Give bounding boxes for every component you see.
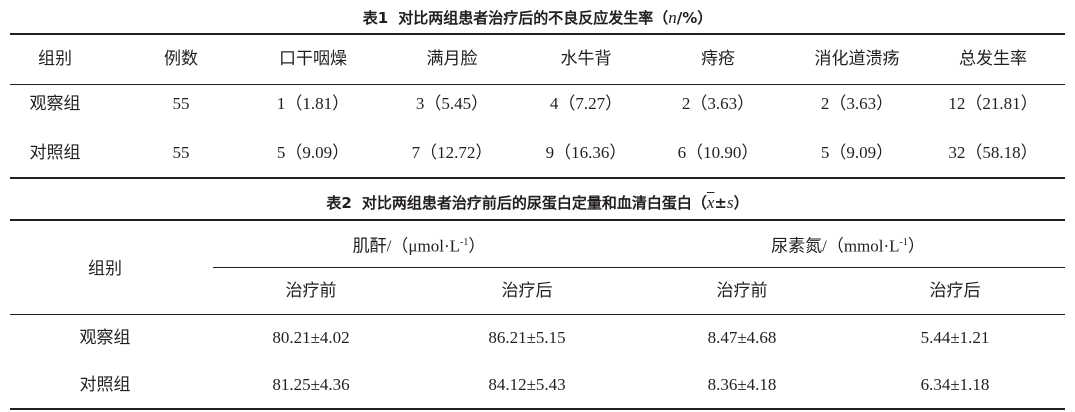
table-cell: 4（7.27） (549, 94, 623, 113)
group-close: ） (468, 236, 486, 256)
column-header: 消化道溃疡 (814, 49, 900, 68)
table-cell: 观察组 (29, 94, 81, 113)
table-number: 表1 (362, 9, 389, 27)
group-name: 肌酐/（μmol·L (352, 236, 460, 256)
column-header: 组别 (38, 49, 72, 68)
sub-header: 治疗后 (501, 281, 553, 300)
table-cell: 81.25±4.36 (272, 375, 350, 394)
table-cell: 5（9.09） (820, 143, 894, 162)
table-cell: 80.21±4.02 (272, 328, 350, 347)
sub-header: 治疗后 (929, 281, 981, 300)
table-cell: 6（10.90） (677, 143, 759, 162)
sub-header: 治疗前 (285, 281, 337, 300)
table-cell: 32（58.18） (948, 143, 1038, 162)
table-cell: 86.21±5.15 (488, 328, 566, 347)
sub-header: 治疗前 (716, 281, 768, 300)
group-header: 肌酐/（μmol·L-1） (353, 233, 486, 257)
table-cell: 5（9.09） (276, 143, 350, 162)
table-cell: 12（21.81） (948, 94, 1038, 113)
bottom-rule (10, 177, 1065, 179)
group-name: 尿素氮/（mmol·L (771, 236, 900, 256)
table-cell: 8.36±4.18 (707, 375, 777, 394)
table-cell: 2（3.63） (681, 94, 755, 113)
table-cell: 9（16.36） (545, 143, 627, 162)
title-text: 对比两组患者治疗后的不良反应发生率（ (398, 9, 669, 27)
table-cell: 对照组 (79, 375, 131, 394)
column-header: 痔疮 (701, 49, 735, 68)
group-exponent: -1 (899, 237, 908, 248)
table-cell: 55 (172, 94, 190, 113)
group-header: 尿素氮/（mmol·L-1） (771, 233, 925, 257)
table-number: 表2 (326, 194, 352, 212)
title-variable: n (668, 8, 677, 27)
title-plus-minus: ± (714, 194, 727, 212)
header-rule (10, 84, 1065, 85)
title-mean: x (706, 193, 715, 212)
top-rule (10, 33, 1065, 35)
column-header: 例数 (164, 49, 198, 68)
table-cell: 2（3.63） (820, 94, 894, 113)
table2-title: 表2 对比两组患者治疗前后的尿蛋白定量和血清白蛋白（x±s） (0, 193, 1075, 213)
top-rule (10, 219, 1065, 221)
table-cell: 1（1.81） (276, 94, 350, 113)
column-header: 口干咽燥 (279, 49, 347, 68)
table-cell: 7（12.72） (411, 143, 493, 162)
column-header: 水牛背 (560, 49, 612, 68)
bottom-rule (10, 408, 1065, 410)
table-cell: 5.44±1.21 (920, 328, 990, 347)
table-cell: 6.34±1.18 (920, 375, 990, 394)
table-cell: 观察组 (79, 328, 131, 347)
title-unit: /%） (676, 9, 713, 27)
table-cell: 8.47±4.68 (707, 328, 777, 347)
group-rule (213, 267, 1065, 268)
column-header: 总发生率 (959, 49, 1027, 68)
title-text: 对比两组患者治疗前后的尿蛋白定量和血清白蛋白（ (361, 194, 707, 212)
title-sd: s (726, 193, 734, 212)
table-cell: 对照组 (29, 143, 81, 162)
group-close: ） (907, 236, 925, 256)
table-cell: 3（5.45） (415, 94, 489, 113)
group-exponent: -1 (460, 237, 469, 248)
header-rule (10, 314, 1065, 315)
table-cell: 55 (172, 143, 190, 162)
column-header: 满月脸 (426, 49, 478, 68)
title-close: ） (733, 194, 749, 212)
table-cell: 84.12±5.43 (488, 375, 566, 394)
table1-title: 表1 对比两组患者治疗后的不良反应发生率（n/%） (0, 8, 1075, 28)
row-header: 组别 (88, 259, 122, 278)
